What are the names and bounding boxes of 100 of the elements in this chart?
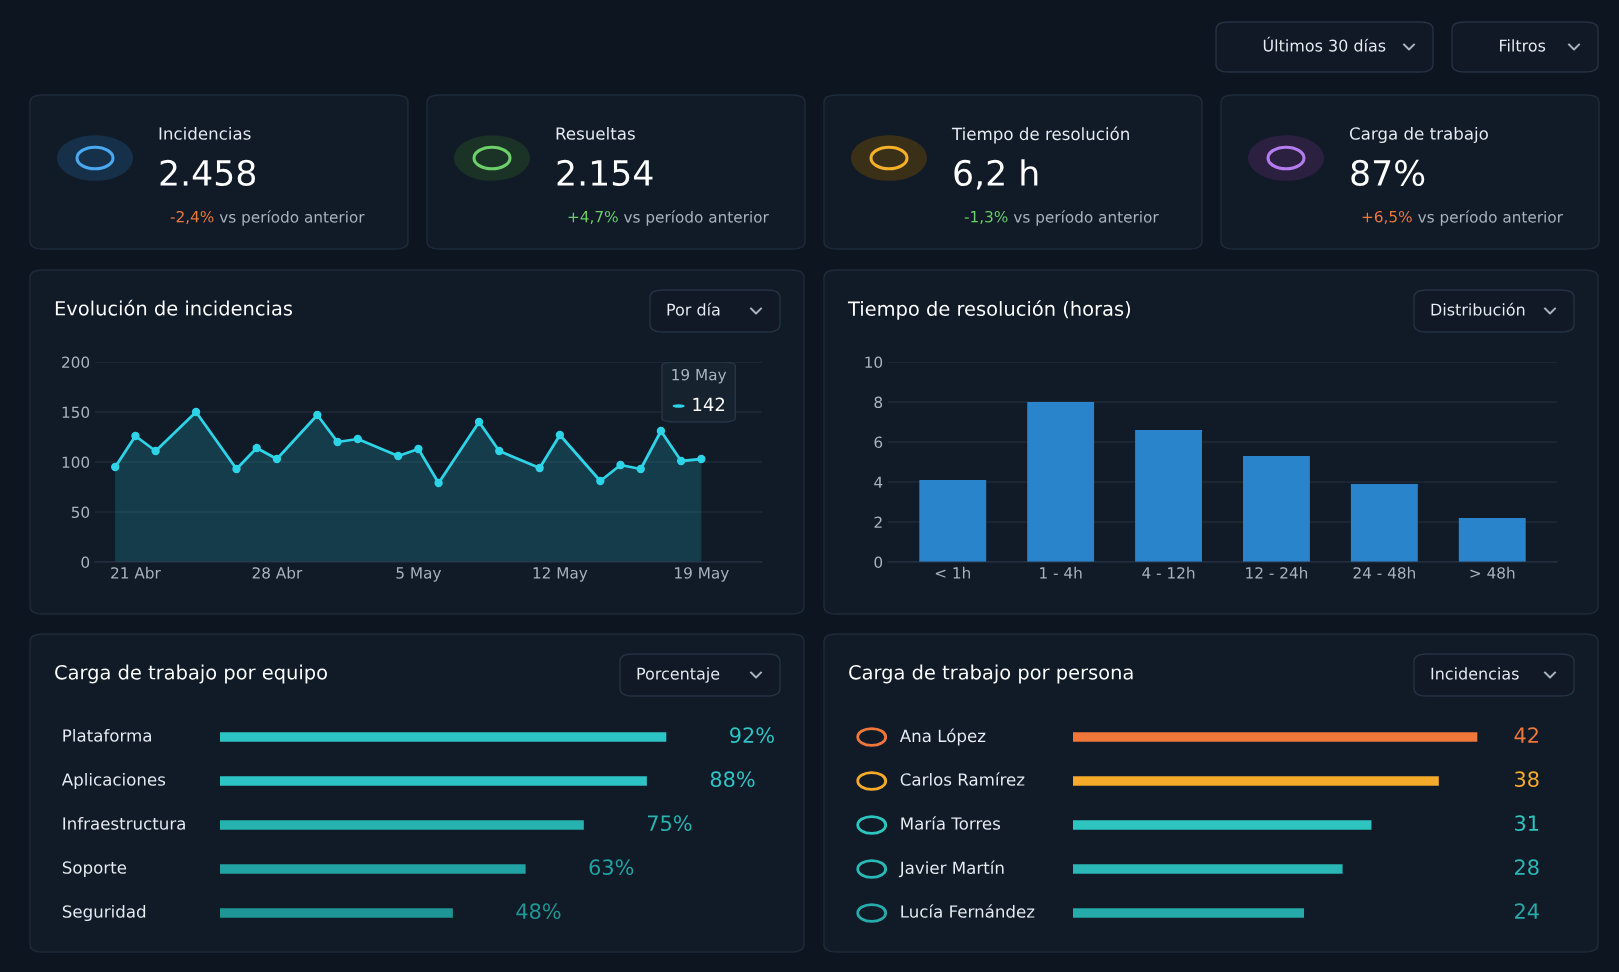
text: Porcentaje (637, 667, 720, 683)
text: Resueltas (556, 126, 635, 140)
y-tick-label: María Torres (901, 816, 1001, 830)
point (272, 454, 282, 464)
x-tick-label: 4 - 12h (1142, 566, 1195, 579)
text: Incidencias (159, 126, 251, 140)
x-tick-label: 21 Abr (111, 566, 161, 579)
text: 2.458 (160, 159, 256, 187)
text: 2.154 (557, 159, 653, 187)
bar (1073, 732, 1478, 742)
text: vs período anterior (1013, 210, 1159, 226)
bar (1243, 456, 1310, 562)
bar (220, 732, 667, 742)
chart-title: Carga de trabajo por persona (849, 664, 1133, 684)
y-tick-label: 10 (865, 356, 883, 369)
text: +6,5% (1362, 210, 1412, 224)
text: vs período anterior (219, 210, 365, 226)
bar (919, 480, 987, 562)
point (434, 478, 443, 488)
bar (220, 864, 526, 874)
bar (1073, 908, 1305, 918)
x-tick-label: < 1h (935, 566, 970, 579)
point (414, 444, 423, 454)
y-tick-label: Infraestructura (63, 816, 185, 830)
y-tick-label: 4 (874, 476, 883, 488)
point (151, 446, 160, 456)
point (252, 443, 261, 453)
y-tick-label: Ana López (899, 728, 986, 746)
point (111, 462, 120, 472)
x-tick-label: 24 - 48h (1353, 566, 1415, 579)
text: +4,7% (568, 210, 618, 224)
x-tick-label: 5 May (396, 567, 442, 582)
bar (1350, 484, 1418, 562)
point (191, 407, 201, 417)
y-tick-label: 100 (62, 456, 90, 469)
y-tick-label: Carlos Ramírez (900, 772, 1025, 786)
point (232, 464, 241, 474)
data-label: 63% (589, 859, 634, 876)
text: 87% (1351, 159, 1425, 187)
text: Tiempo de resolución (951, 126, 1129, 144)
text: Carga de trabajo (1349, 126, 1488, 144)
text: -2,4% (170, 210, 214, 224)
point (313, 410, 322, 420)
y-tick-label: 50 (71, 506, 90, 519)
y-tick-label: Aplicaciones (61, 772, 166, 790)
data-label: 88% (710, 771, 755, 788)
point (636, 464, 645, 474)
point (394, 451, 403, 461)
point (495, 446, 504, 456)
x-tick-label: 28 Abr (252, 566, 303, 579)
text: -1,3% (964, 210, 1008, 224)
data-label: 28 (1515, 859, 1539, 876)
chart-title: Evolución de incidencias (55, 299, 293, 316)
y-tick-label: Javier Martín (898, 860, 1004, 878)
data-label: 24 (1515, 903, 1539, 919)
bar (220, 776, 647, 786)
bar (220, 820, 584, 830)
bar (1027, 402, 1095, 562)
x-tick-label: 19 May (675, 567, 729, 582)
data-label: 38 (1515, 771, 1539, 788)
bar (1073, 864, 1343, 874)
data-label: 42 (1514, 727, 1538, 743)
point (555, 430, 565, 440)
text: Filtros (1500, 39, 1546, 52)
x-tick-label: > 48h (1470, 566, 1515, 579)
point (656, 426, 666, 436)
y-tick-label: Soporte (62, 861, 127, 878)
point (676, 456, 686, 466)
point (131, 431, 140, 441)
y-tick-label: 2 (874, 516, 882, 528)
y-tick-label: Lucía Fernández (901, 904, 1035, 918)
bar (1458, 518, 1526, 562)
y-tick-label: 8 (874, 396, 883, 409)
bar (1135, 430, 1202, 562)
annotation: 19 May (672, 368, 727, 384)
point (333, 437, 342, 447)
x-tick-label: 12 May (533, 567, 588, 582)
data-label: 75% (648, 815, 692, 832)
point (697, 454, 706, 464)
x-tick-label: 12 - 24h (1246, 566, 1308, 579)
y-tick-label: 200 (62, 356, 90, 369)
point (474, 417, 484, 427)
annotation: 142 (693, 397, 725, 411)
bar (220, 908, 453, 918)
bar (1073, 776, 1439, 786)
bar (1073, 820, 1372, 830)
y-tick-label: 0 (874, 556, 883, 569)
y-tick-label: 6 (874, 436, 883, 449)
text: Distribución (1431, 302, 1525, 316)
y-tick-label: Seguridad (62, 904, 146, 922)
text: vs período anterior (1418, 210, 1563, 226)
point (535, 463, 544, 473)
point (616, 460, 625, 470)
y-tick-label: 0 (81, 556, 90, 569)
text: Por día (667, 302, 720, 316)
text: Últimos 30 días (1263, 36, 1386, 52)
x-tick-label: 1 - 4h (1040, 566, 1082, 579)
text: Incidencias (1431, 667, 1519, 680)
text: 6,2 h (954, 159, 1038, 190)
y-tick-label: 150 (62, 406, 90, 419)
